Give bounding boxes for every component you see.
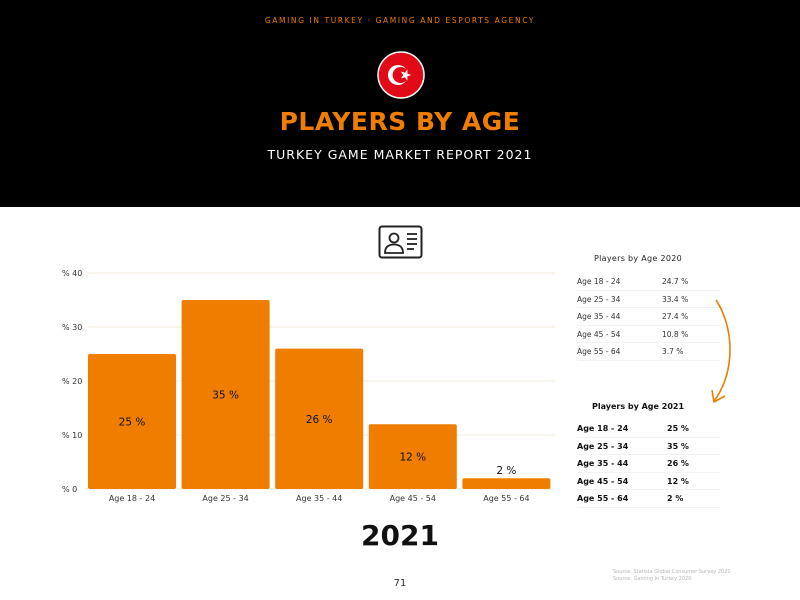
source-line: Source: Gaming In Turkey 2020 (613, 576, 692, 582)
y-tick-label: % 10 (62, 431, 82, 440)
page-subtitle: TURKEY GAME MARKET REPORT 2021 (267, 147, 533, 162)
table-2021: Age 18 - 24 25 % Age 25 - 34 35 % Age 35 - 4… (577, 420, 720, 508)
y-tick-label: % 30 (62, 323, 82, 332)
table-row: Age 45 - 54 12 % (577, 473, 720, 490)
row-age-label: Age 45 - 54 (577, 329, 621, 339)
data-label: 26 % (306, 414, 333, 426)
bar (462, 478, 551, 489)
bar (275, 348, 364, 489)
y-tick-label: % 0 (62, 485, 77, 494)
row-value: 2 % (667, 494, 684, 503)
x-tick-label: Age 45 - 54 (390, 494, 436, 503)
row-value: 24.7 % (662, 277, 689, 286)
row-value: 33.4 % (662, 294, 689, 304)
row-age-label: Age 25 - 34 (577, 441, 629, 451)
id-card-icon (378, 225, 423, 259)
table-row: Age 55 - 64 2 % (577, 490, 720, 508)
row-age-label: Age 25 - 34 (577, 294, 621, 304)
turkey-flag-icon (377, 51, 425, 99)
agency-name: GAMING IN TURKEY · GAMING AND ESPORTS AG… (264, 16, 536, 25)
data-label: 2 % (496, 465, 516, 477)
data-label: 25 % (119, 417, 146, 429)
header-banner: GAMING IN TURKEY · GAMING AND ESPORTS AG… (0, 0, 800, 207)
y-tick-label: % 40 (62, 269, 82, 278)
row-value: 12 % (667, 476, 689, 486)
row-age-label: Age 18 - 24 (577, 277, 621, 286)
table-row: Age 55 - 64 3.7 % (577, 343, 720, 361)
row-age-label: Age 55 - 64 (577, 347, 621, 356)
page-title: PLAYERS BY AGE (279, 107, 521, 136)
row-value: 26 % (667, 459, 689, 468)
x-tick-label: Age 18 - 24 (109, 494, 155, 503)
row-age-label: Age 35 - 44 (577, 459, 629, 468)
table-row: Age 45 - 54 10.8 % (577, 326, 720, 343)
row-value: 25 % (667, 424, 689, 433)
x-tick-label: Age 25 - 34 (202, 494, 248, 503)
players-by-age-chart: % 0 % 10 % 20 % 30 % 40 25 % Age 18 - 24 35 % Ag… (62, 269, 555, 503)
row-age-label: Age 18 - 24 (577, 424, 629, 433)
data-label: 12 % (399, 452, 426, 464)
source-line: Source: Statista Global Consumer Survey … (613, 569, 731, 575)
row-value: 10.8 % (662, 329, 689, 339)
row-value: 3.7 % (662, 347, 684, 356)
table-2021-title: Players by Age 2021 (592, 402, 685, 411)
bar (181, 300, 270, 489)
table-row: Age 25 - 34 35 % (577, 438, 720, 455)
bar (368, 424, 457, 489)
source-note: Source: Statista Global Consumer Survey … (613, 569, 731, 583)
page-number: 71 (393, 578, 407, 589)
data-label: 35 % (212, 390, 239, 402)
table-row: Age 25 - 34 33.4 % (577, 291, 720, 308)
bar (88, 354, 176, 489)
table-row: Age 18 - 24 25 % (577, 420, 720, 438)
year-label: 2021 (361, 519, 439, 552)
row-age-label: Age 45 - 54 (577, 476, 629, 486)
table-row: Age 35 - 44 27.4 % (577, 308, 720, 326)
row-age-label: Age 55 - 64 (577, 494, 629, 503)
table-row: Age 18 - 24 24.7 % (577, 273, 720, 291)
y-tick-label: % 20 (62, 377, 82, 386)
table-2020-title: Players by Age 2020 (594, 254, 683, 263)
x-tick-label: Age 35 - 44 (296, 494, 342, 503)
row-age-label: Age 35 - 44 (577, 312, 621, 321)
row-value: 27.4 % (662, 312, 689, 321)
row-value: 35 % (667, 441, 689, 451)
curved-arrow-icon (711, 299, 731, 403)
x-tick-label: Age 55 - 64 (483, 494, 529, 503)
table-row: Age 35 - 44 26 % (577, 455, 720, 473)
table-2020: Age 18 - 24 24.7 % Age 25 - 34 33.4 % Age 35… (577, 273, 720, 361)
